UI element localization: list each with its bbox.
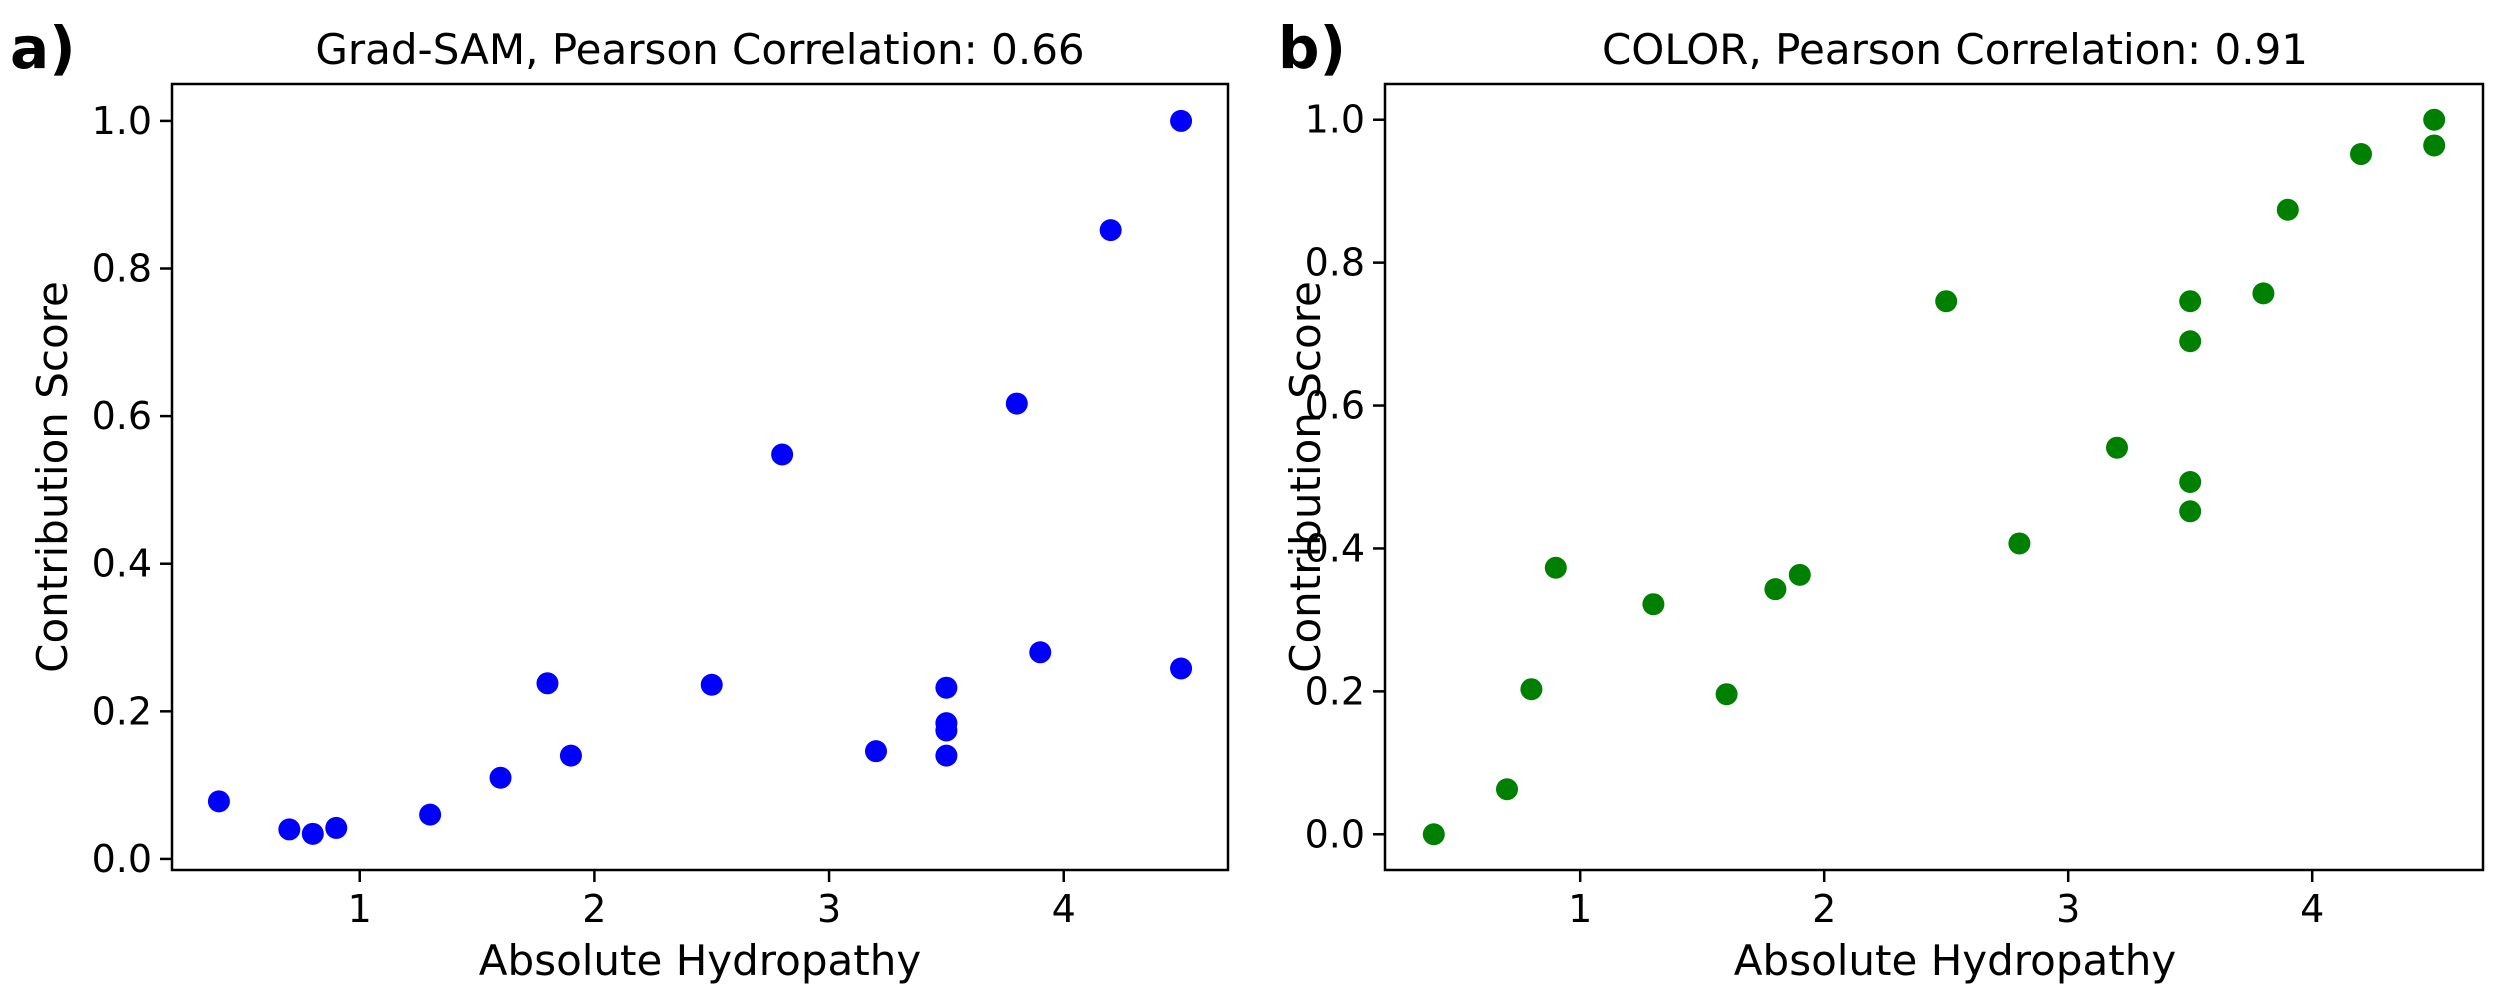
panel-b-title: COLOR, Pearson Correlation: 0.91 (1602, 25, 2308, 74)
panel-a-point-6 (536, 672, 559, 695)
panel-b-point-7 (1788, 563, 1811, 586)
panel-b-point-1 (1496, 778, 1518, 801)
panel-b-point-0 (1422, 823, 1445, 846)
panel-a-x-tick-label: 1 (348, 887, 372, 931)
panel-b-y-tick-label: 0.6 (1305, 384, 1365, 428)
panel-b-y-tick-label: 1.0 (1305, 98, 1365, 142)
panel-b-x-tick-label: 1 (1568, 887, 1592, 931)
panel-a-title: Grad-SAM, Pearson Correlation: 0.66 (315, 25, 1084, 74)
panel-a-y-tick-label: 0.4 (92, 542, 152, 586)
panel-b-point-19 (2423, 134, 2446, 157)
panel-b-y-tick-label: 0.4 (1305, 526, 1365, 570)
panel-b-point-12 (2179, 330, 2202, 353)
panel-a-point-0 (207, 790, 230, 813)
panel-a-point-16 (1029, 641, 1052, 664)
panel-a-points (207, 109, 1193, 845)
panel-b-point-15 (2252, 282, 2275, 305)
panel-a-point-15 (1005, 392, 1028, 415)
panel-a-y-axis-label: Contribution Score (28, 281, 77, 673)
panel-a-y-ticks: 0.0 0.2 0.4 0.6 0.8 1.0 (92, 99, 172, 881)
panel-a-x-tick-label: 2 (582, 887, 606, 931)
panel-b-point-14 (2179, 500, 2202, 523)
panel-a-point-14 (935, 744, 958, 767)
panel-b-point-10 (2106, 436, 2128, 459)
panel-a-point-17 (1099, 219, 1122, 242)
panel-a-y-tick-label: 0.2 (92, 689, 152, 733)
panel-b-y-tick-label: 0.0 (1305, 812, 1365, 856)
panel-b-plot-area (1383, 82, 2485, 872)
panel-a-point-8 (700, 673, 723, 696)
panel-a-x-tick-label: 3 (817, 887, 841, 931)
panel-b-x-axis-label: Absolute Hydropathy (1734, 936, 2176, 985)
panel-a-x-ticks: 1 2 3 4 (348, 870, 1076, 931)
panel-b-point-18 (2423, 108, 2446, 131)
panel-b-point-3 (1544, 556, 1567, 579)
panel-a: a) Grad-SAM, Pearson Correlation: 0.66 1… (10, 14, 1230, 985)
panel-b-point-13 (2179, 471, 2202, 494)
panel-b-y-tick-label: 0.8 (1305, 241, 1365, 285)
panel-a-point-11 (935, 676, 958, 699)
panel-a-point-10 (865, 740, 887, 763)
panel-b-point-16 (2276, 198, 2299, 221)
panel-b-point-2 (1520, 678, 1543, 701)
panel-b-point-9 (2008, 532, 2031, 555)
panel-a-point-18 (1170, 109, 1193, 132)
panel-b-x-tick-label: 4 (2300, 887, 2324, 931)
panel-b-point-17 (2350, 143, 2372, 166)
panel-b-y-tick-label: 0.2 (1305, 669, 1365, 713)
panel-a-x-axis-label: Absolute Hydropathy (479, 936, 921, 985)
panel-b-point-6 (1764, 578, 1787, 601)
panel-b-letter: b) (1278, 14, 1346, 82)
panel-a-point-9 (771, 443, 794, 466)
panel-a-point-13 (935, 719, 958, 742)
panel-b-y-axis-label: Contribution Score (1281, 281, 1330, 673)
panel-b-x-tick-label: 3 (2056, 887, 2080, 931)
panel-a-point-3 (325, 816, 348, 839)
panel-a-plot-area (170, 82, 1230, 872)
panel-a-point-5 (489, 766, 512, 789)
panel-b-point-8 (1935, 290, 1958, 313)
panel-a-letter: a) (10, 14, 76, 82)
panel-b-point-11 (2179, 290, 2202, 313)
panel-b-x-tick-label: 2 (1812, 887, 1836, 931)
panel-a-point-19 (1170, 657, 1193, 680)
panel-b-y-ticks: 0.0 0.2 0.4 0.6 0.8 1.0 (1305, 98, 1385, 856)
panel-a-y-tick-label: 0.0 (92, 837, 152, 881)
panel-a-y-tick-label: 1.0 (92, 99, 152, 143)
panel-a-y-tick-label: 0.6 (92, 394, 152, 438)
panel-a-point-7 (559, 744, 582, 767)
panel-a-point-4 (419, 803, 442, 826)
panel-b-x-ticks: 1 2 3 4 (1568, 870, 2324, 931)
panel-a-point-2 (301, 822, 324, 845)
panel-a-point-1 (278, 818, 301, 841)
panel-a-y-tick-label: 0.8 (92, 247, 152, 291)
panel-a-x-tick-label: 4 (1052, 887, 1076, 931)
panel-b: b) COLOR, Pearson Correlation: 0.91 1 2 3 4… (1278, 14, 2485, 985)
panel-b-point-4 (1642, 593, 1665, 616)
panel-b-points (1422, 108, 2446, 846)
panel-b-point-5 (1715, 683, 1738, 706)
